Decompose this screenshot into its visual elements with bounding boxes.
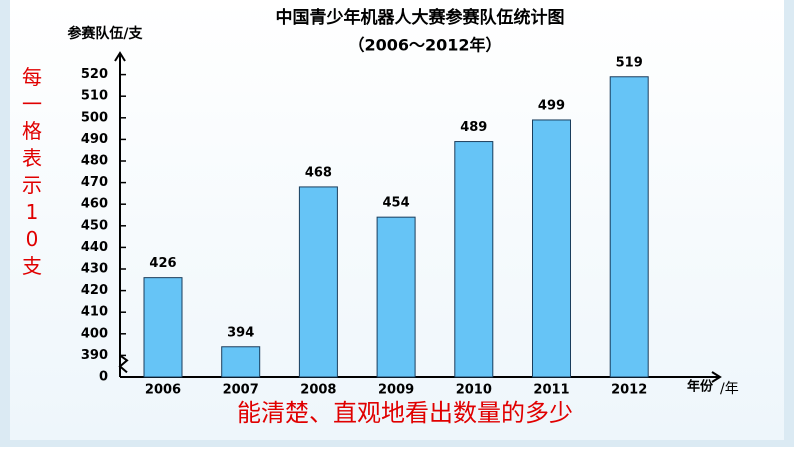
side-note-text: 每一格表示 1 0 支 xyxy=(22,65,42,278)
y-tick-label: 470 xyxy=(81,175,108,190)
bar xyxy=(609,76,649,378)
y-tick-label: 430 xyxy=(81,262,108,277)
y-tick-label: 440 xyxy=(81,240,108,255)
data-label: 454 xyxy=(383,196,410,211)
bar xyxy=(298,186,338,378)
data-label: 468 xyxy=(305,165,332,180)
data-label: 519 xyxy=(616,55,643,70)
y-tick-label: 420 xyxy=(81,283,108,298)
caption: 能清楚、直观地看出数量的多少 xyxy=(237,399,573,427)
y-tick-label: 410 xyxy=(81,305,108,320)
x-tick-label: 2007 xyxy=(223,383,259,398)
plot: 0 390 400 410 420 430 440 450 460 470 480 490 500 510… xyxy=(81,51,722,398)
x-axis-label: 年份 xyxy=(687,379,714,395)
data-label: 489 xyxy=(460,120,487,135)
y-tick-label: 490 xyxy=(81,132,108,147)
x-tick-label: 2009 xyxy=(378,383,414,398)
x-tick-label: 2012 xyxy=(611,383,647,398)
side-note: 每一格表示 1 0 支 xyxy=(22,65,42,278)
y-axis-arrow xyxy=(114,51,126,62)
y-tick-label: 400 xyxy=(81,326,108,341)
chart-title: 中国青少年机器人大赛参赛队伍统计图 xyxy=(276,7,565,28)
y-tick-label: 480 xyxy=(81,154,108,169)
bar xyxy=(221,346,261,378)
y-tick-label: 510 xyxy=(81,89,108,104)
y-axis-label: 参赛队伍/支 xyxy=(67,25,143,42)
bar xyxy=(454,141,494,378)
data-label: 499 xyxy=(538,98,565,113)
y-tick-label: 460 xyxy=(81,197,108,212)
x-axis-arrow xyxy=(711,371,722,383)
y-tick-label: 500 xyxy=(81,110,108,125)
y-tick-label: 0 xyxy=(99,370,108,385)
chart-subtitle: （2006～2012年） xyxy=(348,36,501,55)
x-tick-label: 2010 xyxy=(456,383,492,398)
y-tick-label: 390 xyxy=(81,348,108,363)
bar xyxy=(532,119,571,378)
x-tick-label: 2008 xyxy=(300,383,336,398)
y-tick-label: 450 xyxy=(81,218,108,233)
y-tick-label: 520 xyxy=(81,67,108,82)
bar xyxy=(376,216,416,378)
x-tick-label: 2006 xyxy=(145,383,181,398)
data-label: 426 xyxy=(149,256,176,271)
x-axis-unit: /年 xyxy=(720,381,739,397)
x-tick-label: 2011 xyxy=(533,383,569,398)
axis-break xyxy=(118,354,129,374)
bar xyxy=(143,277,183,378)
data-label: 394 xyxy=(227,325,254,340)
